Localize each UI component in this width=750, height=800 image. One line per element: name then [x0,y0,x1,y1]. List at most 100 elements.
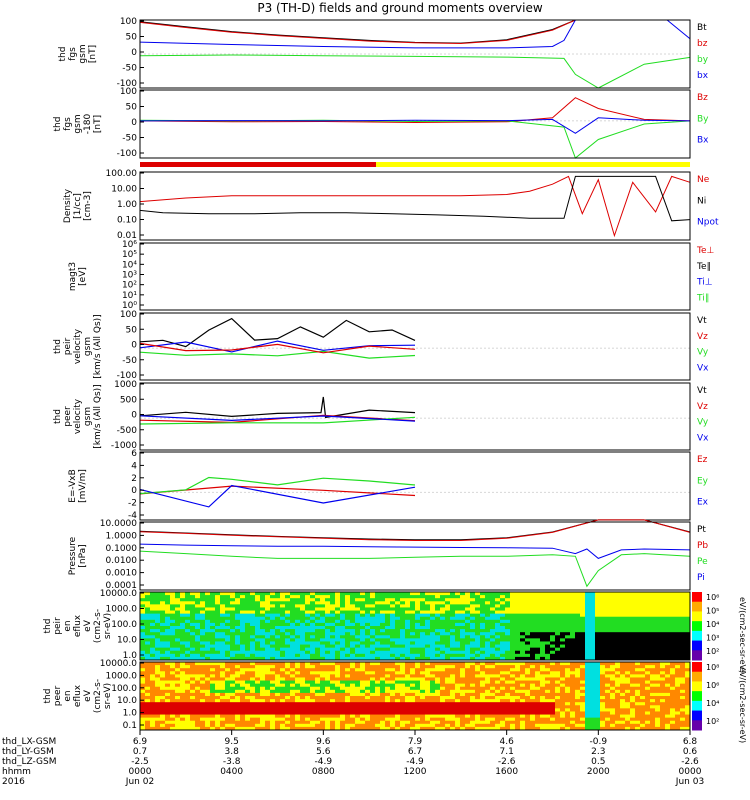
spectrogram-cell [360,705,366,709]
spectrogram-cell [465,714,471,719]
spectrogram-cell [350,699,356,703]
spectrogram-cell [150,604,156,608]
spectrogram-cell [295,674,301,678]
spectrogram-cell [160,616,166,621]
spectrogram-cell [405,665,411,669]
spectrogram-cell [650,708,656,712]
spectrogram-cell [375,723,381,728]
spectrogram-cell [355,708,361,712]
spectrogram-cell [375,610,381,615]
spectrogram-cell [665,711,671,716]
spectrogram-cell [515,662,521,666]
spectrogram-cell [585,717,591,722]
spectrogram-cell [340,629,346,633]
spectrogram-cell [310,635,316,639]
spectrogram-cell [685,641,691,646]
spectrogram-cell [315,626,321,630]
spectrogram-cell [590,671,596,675]
panel-label: thdpeervelocitygsm[km/s (All Qs)] [53,384,103,448]
spectrogram-cell [355,662,361,666]
spectrogram-cell [225,598,231,602]
spectrogram-cell [440,616,446,621]
spectrogram-cell [465,683,471,688]
spectrogram-cell [660,723,666,728]
spectrogram-cell [230,635,236,639]
spectrogram-cell [220,665,226,669]
spectrogram-cell [455,711,461,716]
spectrogram-cell [505,723,511,728]
spectrogram-cell [400,641,406,646]
spectrogram-cell [340,677,346,682]
spectrogram-cell [355,711,361,716]
spectrogram-cell [480,708,486,712]
spectrogram-cell [460,726,466,731]
spectrogram-cell [565,604,571,608]
spectrogram-cell [420,677,426,682]
spectrogram-cell [410,592,416,596]
spectrogram-cell [680,598,686,602]
spectrogram-cell [635,668,641,672]
spectrogram-cell [185,668,191,672]
spectrogram-cell [510,668,516,672]
spectrogram-cell [545,616,551,621]
spectrogram-cell [215,699,221,703]
spectrogram-cell [530,696,536,700]
spectrogram-cell [195,680,201,685]
spectrogram-cell [615,726,621,731]
spectrogram-cell [455,647,461,652]
spectrogram-cell [405,699,411,703]
spectrogram-cell [625,607,631,612]
spectrogram-cell [340,662,346,666]
spectrogram-cell [650,699,656,703]
spectrogram-cell [155,668,161,672]
panel-label: thdfgsgsm[nT] [58,44,98,63]
spectrogram-cell [430,702,436,706]
panel-label-line: gsm [83,337,93,356]
spectrogram-cell [275,686,281,691]
spectrogram-cell [235,629,241,633]
spectrogram-cell [635,607,641,612]
spectrogram-cell [655,647,661,652]
spectrogram-cell [170,683,176,688]
spectrogram-cell [525,635,531,639]
spectrogram-cell [540,677,546,682]
spectrogram-cell [245,650,251,655]
spectrogram-cell [425,638,431,642]
spectrogram-cell [375,650,381,655]
spectrogram-cell [190,595,196,599]
spectrogram-cell [480,668,486,672]
spectrogram-cell [305,686,311,691]
spectrogram-cell [240,680,246,685]
spectrogram-cell [240,622,246,627]
spectrogram-cell [200,668,206,672]
spectrogram-cell [525,720,531,725]
spectrogram-cell [270,604,276,608]
spectrogram-cell [145,647,151,652]
spectrogram-cell [300,626,306,630]
y-tick-label: 0 [131,341,137,351]
spectrogram-cell [535,717,541,722]
panel-label-line: magt3 [68,262,78,291]
spectrogram-cell [380,619,386,624]
spectrogram-cell [520,641,526,646]
spectrogram-cell [205,665,211,669]
spectrogram-cell [665,708,671,712]
spectrogram-cell [140,619,146,624]
spectrogram-cell [270,683,276,688]
spectrogram-cell [175,647,181,652]
spectrogram-cell [425,708,431,712]
spectrogram-cell [610,677,616,682]
spectrogram-cell [465,689,471,694]
spectrogram-cell [240,650,246,655]
spectrogram-cell [520,598,526,602]
spectrogram-cell [215,629,221,633]
spectrogram-cell [465,720,471,725]
spectrogram-cell [180,613,186,618]
spectrogram-cell [145,595,151,599]
spectrogram-cell [450,622,456,627]
spectrogram-cell [225,677,231,682]
spectrogram-cell [485,723,491,728]
spectrogram-cell [315,619,321,624]
spectrogram-cell [185,708,191,712]
spectrogram-cell [555,619,561,624]
